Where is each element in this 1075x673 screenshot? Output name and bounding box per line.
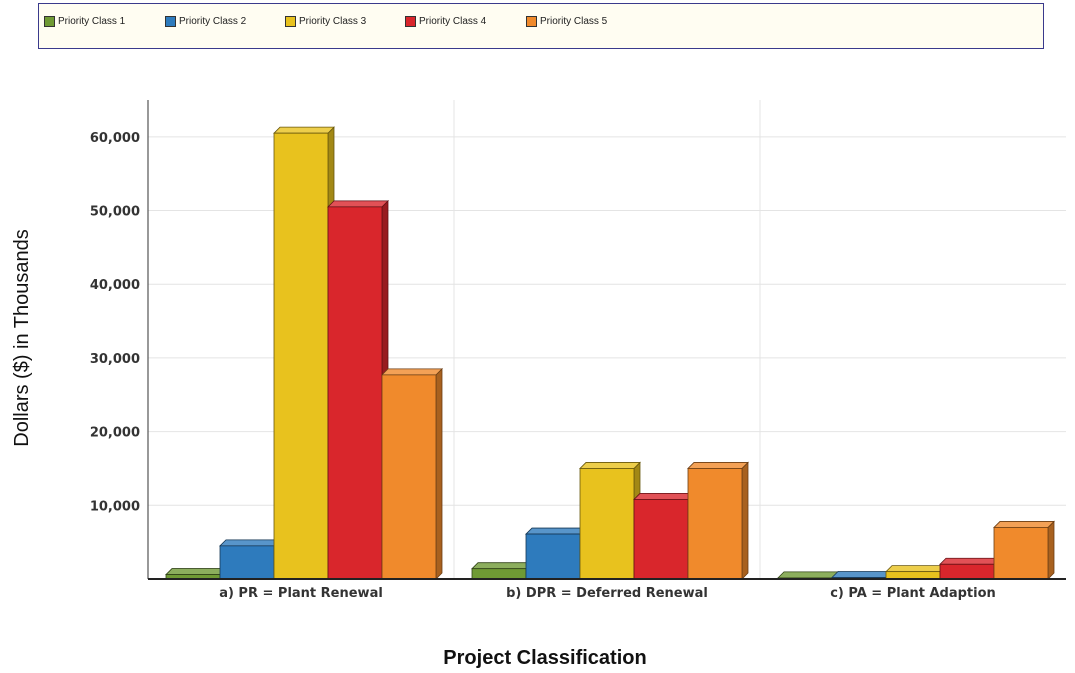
x-category-label: c) PA = Plant Adaption <box>830 586 996 601</box>
y-tick-label: 20,000 <box>90 426 140 441</box>
legend-swatch <box>165 15 176 27</box>
legend-label: Priority Class 5 <box>540 15 608 27</box>
x-category-label: a) PR = Plant Renewal <box>219 586 383 601</box>
bar <box>633 492 695 580</box>
bar <box>777 570 839 580</box>
bar <box>579 461 641 580</box>
y-tick-label: 50,000 <box>90 205 140 220</box>
bar <box>165 567 227 580</box>
bar <box>219 538 281 580</box>
x-category-labels: a) PR = Plant Renewal b) DPR = Deferred R… <box>219 586 996 601</box>
legend-swatch <box>405 15 416 27</box>
bar <box>939 557 1001 580</box>
legend-label: Priority Class 1 <box>58 15 126 27</box>
legend-item: Priority Class 4 <box>405 14 486 28</box>
bar <box>885 564 947 580</box>
bar <box>525 527 587 580</box>
x-axis-title: Project Classification <box>443 647 646 669</box>
legend-swatch <box>44 15 55 27</box>
bar <box>831 570 893 580</box>
bar <box>381 367 443 580</box>
bar <box>687 461 749 580</box>
axes <box>147 100 1066 580</box>
bar <box>273 126 335 580</box>
bars <box>165 126 1055 580</box>
legend-label: Priority Class 2 <box>179 15 247 27</box>
bar <box>327 199 389 580</box>
chart-legend: Priority Class 1 Priority Class 2 Priority… <box>38 3 1044 49</box>
legend-swatch <box>526 15 537 27</box>
legend-label: Priority Class 4 <box>419 15 487 27</box>
bar <box>993 520 1055 580</box>
y-tick-label: 60,000 <box>90 131 140 146</box>
y-tick-labels: 10,000 20,000 30,000 40,000 50,000 60,000 <box>90 131 140 514</box>
y-tick-label: 40,000 <box>90 278 140 293</box>
y-axis-title: Dollars ($) in Thousands <box>11 229 33 447</box>
legend-label: Priority Class 3 <box>299 15 367 27</box>
y-tick-label: 30,000 <box>90 352 140 367</box>
legend-item: Priority Class 1 <box>44 14 125 28</box>
legend-item: Priority Class 3 <box>285 14 366 28</box>
legend-swatch <box>285 15 296 27</box>
legend-item: Priority Class 2 <box>165 14 246 28</box>
bar <box>471 561 533 580</box>
x-category-label: b) DPR = Deferred Renewal <box>506 586 708 601</box>
legend-item: Priority Class 5 <box>526 14 607 28</box>
y-tick-label: 10,000 <box>90 499 140 514</box>
